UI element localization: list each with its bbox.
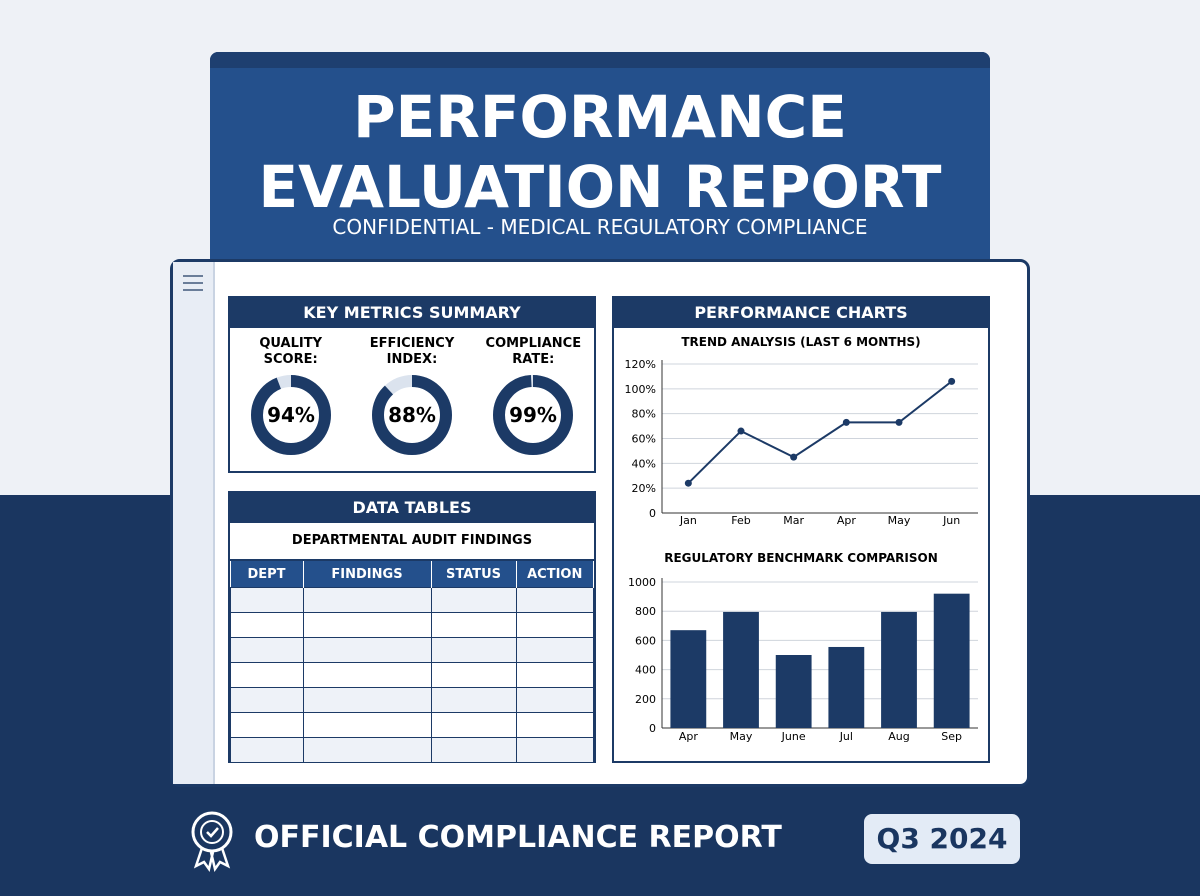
donut-arc bbox=[371, 375, 452, 455]
point bbox=[737, 427, 745, 435]
metric: COMPLIANCE RATE: 99% bbox=[483, 336, 583, 464]
x-tick-label: Jun bbox=[942, 514, 960, 527]
donut: 88% bbox=[371, 375, 452, 455]
donut: 94% bbox=[250, 375, 331, 455]
x-tick-label: Feb bbox=[731, 514, 750, 527]
donut-arc bbox=[493, 375, 574, 455]
trend-line bbox=[687, 380, 953, 484]
point bbox=[842, 418, 850, 426]
y-tick-label: 40% bbox=[632, 457, 656, 470]
x-tick-label: Aug bbox=[888, 730, 909, 743]
metric-label: EFFICIENCY INDEX: bbox=[369, 336, 455, 367]
donut-value: 88% bbox=[388, 403, 436, 427]
bar bbox=[775, 655, 812, 728]
bar bbox=[723, 611, 759, 728]
bar bbox=[881, 611, 917, 728]
table-panel: DATA TABLES DEPARTMENTAL AUDIT FINDINGS … bbox=[228, 491, 596, 763]
x-tick-label: Jan bbox=[679, 514, 697, 527]
x-tick-label: Sep bbox=[941, 730, 962, 743]
x-tick-label: May bbox=[730, 730, 753, 743]
bar bbox=[670, 630, 707, 728]
y-tick-label: 1000 bbox=[628, 576, 656, 589]
table-subtitle: DEPARTMENTAL AUDIT FINDINGS bbox=[230, 523, 594, 561]
x-tick-label: Apr bbox=[837, 514, 857, 527]
y-tick-label: 0 bbox=[649, 722, 656, 735]
bar bbox=[933, 593, 970, 728]
point bbox=[895, 418, 903, 426]
y-tick-label: 60% bbox=[632, 433, 656, 446]
chart-title: REGULATORY BENCHMARK COMPARISON bbox=[664, 551, 938, 565]
chart-title: TREND ANALYSIS (LAST 6 MONTHS) bbox=[681, 335, 920, 349]
charts-panel: PERFORMANCE CHARTS TREND ANALYSIS (LAST … bbox=[612, 296, 990, 763]
footer-label: OFFICIAL COMPLIANCE REPORT bbox=[254, 820, 782, 855]
x-tick-label: Apr bbox=[679, 730, 699, 743]
panel-title: PERFORMANCE CHARTS bbox=[614, 298, 988, 328]
panel-title: DATA TABLES bbox=[230, 493, 594, 523]
y-tick-label: 200 bbox=[635, 693, 656, 706]
menu-icon[interactable] bbox=[173, 262, 213, 302]
donut: 99% bbox=[493, 375, 574, 455]
y-tick-label: 120% bbox=[625, 358, 656, 371]
metric-label: COMPLIANCE RATE: bbox=[485, 336, 582, 367]
y-tick-label: 400 bbox=[635, 664, 656, 677]
x-tick-label: Mar bbox=[783, 514, 804, 527]
y-tick-label: 0 bbox=[649, 507, 656, 520]
charts: TREND ANALYSIS (LAST 6 MONTHS) 0 20% 40% 60%… bbox=[625, 335, 978, 743]
metric: EFFICIENCY INDEX: 88% bbox=[362, 336, 462, 464]
y-tick-label: 80% bbox=[632, 408, 656, 421]
donut-value: 94% bbox=[267, 403, 315, 427]
x-tick-label: June bbox=[781, 730, 806, 743]
audit-table: DEPT FINDINGS STATUS ACTION bbox=[230, 561, 594, 763]
point bbox=[684, 479, 692, 487]
metric: QUALITY SCORE: 94% bbox=[241, 336, 341, 464]
metric-label: QUALITY SCORE: bbox=[259, 336, 322, 367]
col-header: FINDINGS bbox=[303, 561, 432, 588]
donut-value: 99% bbox=[509, 403, 557, 427]
x-tick-label: Jul bbox=[839, 730, 853, 743]
col-header: DEPT bbox=[230, 561, 304, 588]
report-title: PERFORMANCE EVALUATION REPORT bbox=[258, 83, 942, 221]
panel-title: KEY METRICS SUMMARY bbox=[230, 298, 594, 328]
bar bbox=[828, 646, 865, 728]
badge-icon bbox=[191, 811, 233, 872]
donut-arc bbox=[250, 375, 331, 455]
metrics-panel: KEY METRICS SUMMARY QUALITY SCORE: 94% EFF… bbox=[228, 296, 596, 473]
sidebar bbox=[173, 262, 215, 784]
y-tick-label: 600 bbox=[635, 634, 656, 647]
period-badge: Q3 2024 bbox=[864, 814, 1020, 864]
col-header: ACTION bbox=[516, 561, 594, 588]
header-banner: PERFORMANCE EVALUATION REPORT CONFIDENTI… bbox=[210, 52, 990, 267]
y-tick-label: 100% bbox=[625, 383, 656, 396]
y-tick-label: 20% bbox=[632, 482, 656, 495]
report-subtitle: CONFIDENTIAL - MEDICAL REGULATORY COMPLI… bbox=[332, 215, 868, 239]
x-tick-label: May bbox=[888, 514, 911, 527]
col-header: STATUS bbox=[431, 561, 517, 588]
y-tick-label: 800 bbox=[635, 605, 656, 618]
point bbox=[948, 377, 956, 385]
point bbox=[790, 453, 798, 461]
